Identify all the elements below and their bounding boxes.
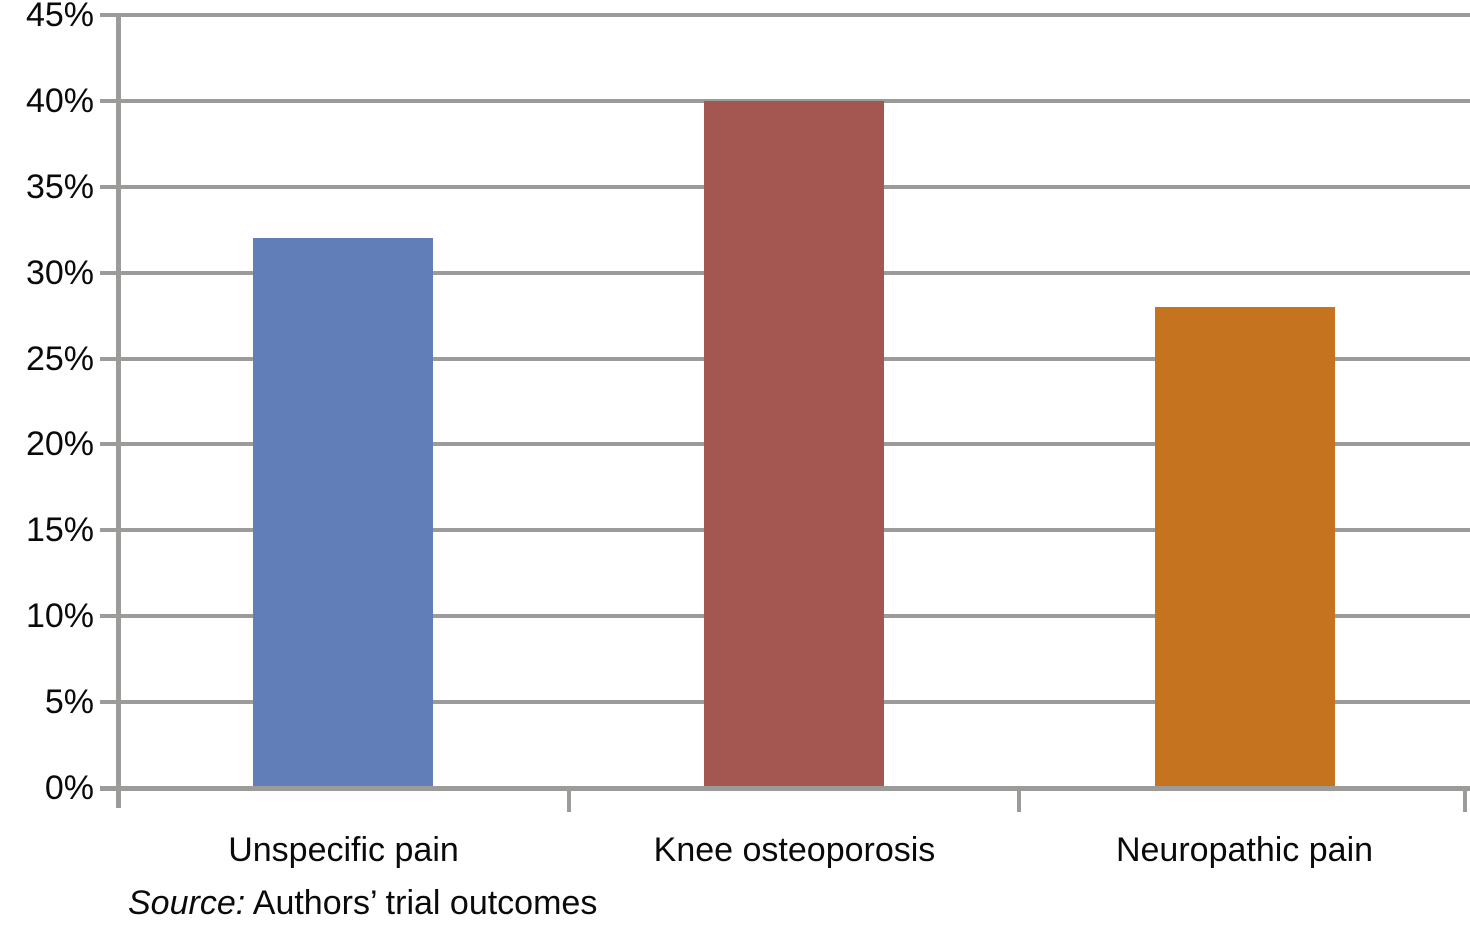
y-axis-tick [100,442,118,446]
y-axis-tick [100,13,118,17]
x-axis-label-knee-osteoporosis: Knee osteoporosis [653,831,936,869]
y-axis-tick [100,700,118,704]
y-axis-label: 5% [44,683,94,721]
y-axis-label: 20% [25,425,94,463]
y-axis-label: 30% [25,254,94,292]
y-axis-tick [100,528,118,532]
x-axis-label-neuropathic-pain: Neuropathic pain [1115,831,1374,869]
x-axis-label-unspecific-pain: Unspecific pain [228,831,459,869]
x-axis-tick [1017,788,1021,812]
y-axis-tick [100,271,118,275]
gridline-45% [118,13,1470,17]
bar-neuropathic-pain [1155,307,1335,788]
y-axis-tick [100,357,118,361]
y-axis-label: 10% [25,597,94,635]
source-note-text: Authors’ trial outcomes [252,884,598,922]
bar-knee-osteoporosis [704,101,884,788]
y-axis-label: 25% [25,340,94,378]
x-axis-line [100,786,1470,791]
y-axis-label: 35% [25,168,94,206]
y-axis-label: 15% [25,511,94,549]
y-axis-label: 40% [25,82,94,120]
source-note-prefix: Source: [128,884,246,922]
y-axis-tick [100,185,118,189]
y-axis-tick [100,99,118,103]
source-note: Source: Authors’ trial outcomes [128,886,597,920]
x-axis-tick [567,788,571,812]
x-axis-tick [1463,788,1467,812]
bar-unspecific-pain [253,238,433,788]
y-axis-line [116,13,121,808]
y-axis-label: 0% [44,769,94,807]
y-axis-label: 45% [25,0,94,34]
y-axis-tick [100,614,118,618]
